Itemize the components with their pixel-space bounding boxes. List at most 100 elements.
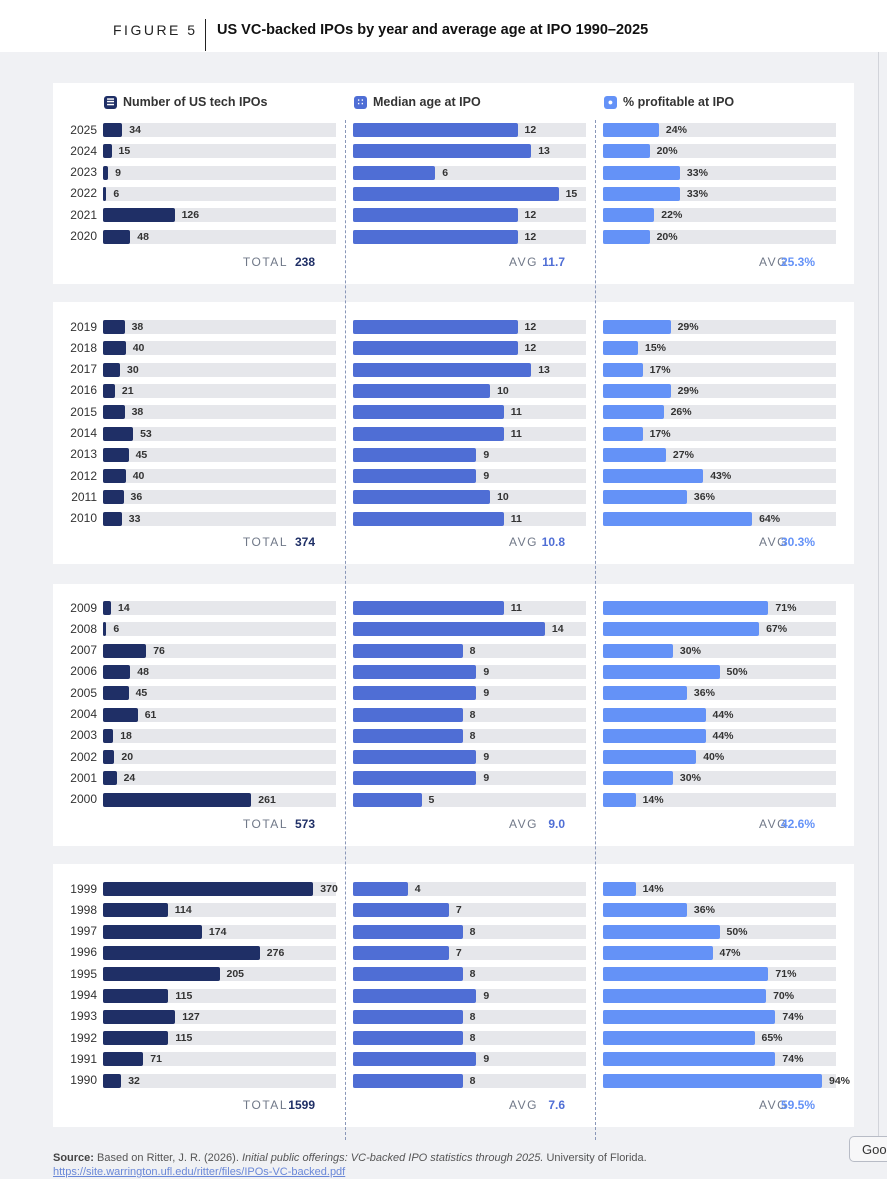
bar-value-label: 276 <box>266 946 285 959</box>
bar-median-age <box>353 426 504 441</box>
figure-title: US VC-backed IPOs by year and average ag… <box>217 22 649 38</box>
bar-value-label: 6 <box>113 187 120 200</box>
year-label: 1992 <box>70 1030 97 1045</box>
year-label: 2007 <box>70 643 97 658</box>
bar-track <box>103 1073 336 1088</box>
bar-median-age <box>353 341 518 356</box>
bar-median-age <box>353 792 422 807</box>
summary-label: AVG <box>759 255 788 269</box>
bar-value-label: 8 <box>469 1010 476 1023</box>
bar-value-label: 15 <box>118 145 131 158</box>
year-label: 2002 <box>70 749 97 764</box>
bar-median-age <box>353 967 463 982</box>
year-label: 2000 <box>70 792 97 807</box>
bar-track <box>103 643 336 658</box>
bar-value-label: 71 <box>150 1053 162 1066</box>
year-label: 2022 <box>70 186 97 201</box>
bar-track <box>103 405 336 420</box>
bar-ipo-count <box>103 664 131 679</box>
bar-ipo-count <box>103 144 112 159</box>
bar-value-label: 14 <box>118 602 130 614</box>
bar-median-age <box>353 208 518 223</box>
bar-value-label: 53 <box>140 427 152 440</box>
bar-value-label: 12 <box>524 342 537 355</box>
bar-value-label: 205 <box>226 968 245 981</box>
bar-track <box>103 511 336 526</box>
overlay-button[interactable]: Goo <box>849 1136 887 1162</box>
bar-profitable <box>603 686 687 701</box>
bar-profitable <box>603 208 655 223</box>
bar-profitable <box>603 229 650 244</box>
bar-value-label: 40 <box>132 470 145 483</box>
bar-value-label: 11 <box>510 427 522 440</box>
bar-profitable <box>603 903 687 918</box>
bar-profitable <box>603 362 643 377</box>
bar-value-label: 40% <box>703 751 725 764</box>
bar-profitable <box>603 750 697 765</box>
year-label: 2025 <box>70 122 97 137</box>
bar-track <box>603 341 836 356</box>
bar-ipo-count <box>103 728 114 743</box>
bar-track <box>603 208 836 223</box>
bar-track <box>103 771 336 786</box>
bar-value-label: 33% <box>686 187 708 200</box>
bar-track <box>103 664 336 679</box>
bar-median-age <box>353 144 532 159</box>
bar-value-label: 4 <box>414 883 421 895</box>
summary-value: 42.6% <box>780 817 815 831</box>
bar-track <box>603 792 836 807</box>
year-label: 2005 <box>70 685 97 700</box>
bar-track <box>103 469 336 484</box>
bar-track <box>103 341 336 356</box>
figure-header: FIGURE 5 US VC-backed IPOs by year and a… <box>0 0 887 52</box>
bar-value-label: 71% <box>775 602 797 614</box>
bar-track <box>103 320 336 334</box>
bar-value-label: 38 <box>131 321 144 333</box>
source-link[interactable]: https://site.warrington.ufl.edu/ritter/f… <box>53 1166 346 1178</box>
bar-value-label: 50% <box>726 925 748 938</box>
bar-value-label: 7 <box>455 946 462 959</box>
bar-value-label: 13 <box>538 145 550 158</box>
bar-track <box>603 229 836 244</box>
bar-value-label: 21 <box>121 384 134 397</box>
bar-median-age <box>353 643 463 658</box>
bar-profitable <box>603 144 650 159</box>
column-divider <box>595 120 596 1140</box>
year-label: 2010 <box>70 511 97 526</box>
bar-value-label: 30% <box>679 644 701 657</box>
year-label: 1995 <box>70 966 97 981</box>
bar-profitable <box>603 341 638 356</box>
bar-value-label: 14% <box>642 793 664 806</box>
year-label: 2023 <box>70 165 97 180</box>
bar-median-age <box>353 903 449 918</box>
bar-median-age <box>353 186 559 201</box>
bar-value-label: 15 <box>565 187 578 200</box>
bar-track <box>603 426 836 441</box>
bar-value-label: 65% <box>761 1032 783 1045</box>
bar-value-label: 67% <box>766 623 788 636</box>
bar-median-age <box>353 405 504 420</box>
bar-ipo-count <box>103 165 109 180</box>
bar-median-age <box>353 771 477 786</box>
bar-ipo-count <box>103 511 122 526</box>
bar-track <box>103 601 336 615</box>
bar-value-label: 13 <box>538 363 550 376</box>
bar-median-age <box>353 664 477 679</box>
bar-value-label: 126 <box>181 209 200 222</box>
bar-profitable <box>603 490 687 505</box>
bar-track <box>103 426 336 441</box>
summary-value: 1599 <box>288 1098 315 1112</box>
vertical-scrollbar-track[interactable] <box>878 52 879 1162</box>
bar-value-label: 20% <box>656 230 678 243</box>
bar-value-label: 40 <box>132 342 145 355</box>
bar-value-label: 127 <box>182 1010 200 1023</box>
bar-ipo-count <box>103 643 147 658</box>
bar-ipo-count <box>103 882 314 896</box>
bar-median-age <box>353 750 477 765</box>
year-label: 2021 <box>70 207 97 222</box>
bar-ipo-count <box>103 686 129 701</box>
bar-profitable <box>603 967 769 982</box>
column-header-median-age: ∷ Median age at IPO <box>354 95 481 109</box>
bar-median-age <box>353 165 436 180</box>
bar-value-label: 22% <box>661 209 683 222</box>
